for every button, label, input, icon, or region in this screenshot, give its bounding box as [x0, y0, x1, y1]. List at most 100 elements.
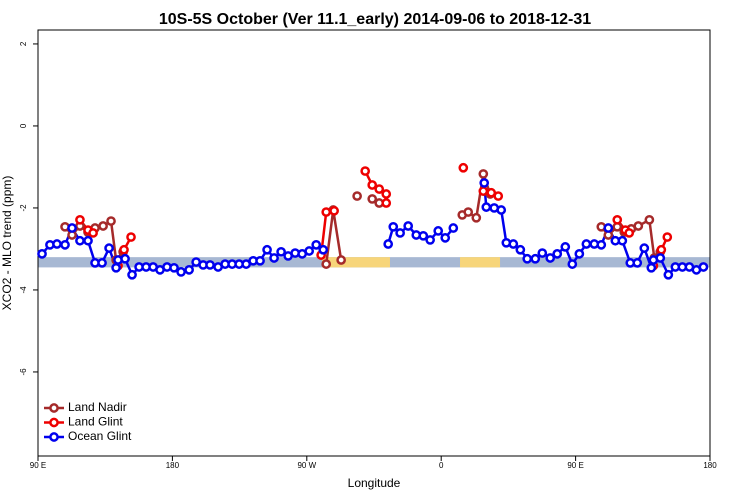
data-point [418, 230, 429, 241]
data-point [88, 228, 98, 238]
data-point [596, 239, 607, 250]
data-point [321, 259, 332, 269]
data-point [205, 260, 215, 270]
data-point [433, 226, 444, 236]
data-point [662, 232, 673, 242]
data-point [448, 223, 459, 233]
data-point [169, 262, 179, 273]
data-point [624, 228, 635, 238]
legend-marker [49, 417, 59, 428]
data-point [478, 186, 489, 196]
data-point [646, 262, 657, 273]
data-point [458, 162, 469, 173]
data-point [374, 184, 385, 194]
data-point [545, 253, 556, 263]
data-point [508, 239, 519, 249]
legend-label: Ocean Glint [68, 429, 132, 443]
data-point [515, 244, 526, 255]
data-point [478, 169, 489, 179]
data-point [106, 216, 116, 226]
data-point [395, 228, 405, 238]
data-point [276, 246, 286, 257]
data-point [383, 239, 394, 249]
data-point [367, 194, 378, 204]
data-point [560, 242, 571, 252]
data-point [119, 244, 129, 255]
data-point [304, 246, 315, 256]
data-point [425, 235, 435, 245]
data-point [75, 235, 85, 246]
x-tick-label: 90 W [297, 461, 316, 470]
data-point [176, 267, 186, 277]
data-point [655, 253, 666, 263]
data-point [574, 249, 585, 259]
data-point [481, 202, 492, 212]
data-point [537, 248, 548, 258]
data-point [522, 253, 533, 264]
y-axis-label: XCO2 - MLO trend (ppm) [0, 176, 14, 311]
data-point [329, 205, 339, 216]
data-point [493, 191, 504, 201]
data-point [75, 214, 85, 225]
data-point [98, 221, 108, 231]
data-point [104, 243, 114, 253]
data-point [97, 258, 107, 268]
data-point [37, 249, 47, 259]
data-point [336, 255, 346, 265]
data-point [496, 205, 507, 215]
data-point [352, 191, 362, 201]
y-tick-label: 0 [19, 123, 28, 128]
legend-label: Land Glint [68, 415, 123, 429]
data-point [311, 239, 322, 250]
legend-label: Land Nadir [68, 400, 127, 414]
y-tick-label: -6 [19, 368, 28, 376]
data-point [262, 244, 272, 255]
x-tick-label: 180 [703, 461, 717, 470]
data-point [617, 235, 628, 246]
data-point [360, 166, 371, 176]
data-point [440, 233, 451, 243]
data-point [120, 253, 130, 264]
data-point [67, 223, 77, 233]
x-tick-label: 0 [439, 461, 444, 470]
data-point [403, 221, 414, 231]
data-point [60, 239, 70, 250]
x-axis-label: Longitude [348, 476, 401, 490]
data-point [269, 253, 279, 263]
data-point [567, 259, 578, 269]
data-point [52, 239, 62, 249]
data-point [321, 207, 332, 217]
data-point [698, 262, 709, 272]
data-point [530, 253, 541, 264]
x-tick-label: 180 [166, 461, 180, 470]
data-point [126, 232, 136, 242]
x-tick-label: 90 E [30, 461, 46, 470]
data-point [184, 265, 194, 275]
land-span [460, 257, 501, 268]
data-point [127, 269, 137, 280]
data-point [581, 239, 592, 249]
data-point [663, 269, 674, 280]
data-point [83, 235, 93, 246]
data-point [644, 214, 655, 225]
data-point [318, 244, 329, 255]
data-point [603, 223, 614, 233]
y-tick-label: -2 [19, 204, 28, 212]
data-point [255, 255, 265, 266]
data-point [111, 262, 121, 273]
series-line [64, 173, 662, 265]
data-point [612, 214, 623, 225]
data-point [639, 243, 650, 253]
data-point [656, 244, 667, 255]
y-tick-label: 2 [19, 41, 28, 46]
data-point [552, 249, 563, 259]
x-tick-label: 90 E [567, 461, 583, 470]
legend-marker [49, 403, 59, 413]
data-point [479, 178, 490, 188]
data-point [632, 258, 643, 268]
data-point [367, 180, 378, 190]
plot-frame [37, 29, 711, 457]
chart-title: 10S-5S October (Ver 11.1_early) 2014-09-… [159, 11, 591, 28]
data-point [381, 189, 392, 199]
